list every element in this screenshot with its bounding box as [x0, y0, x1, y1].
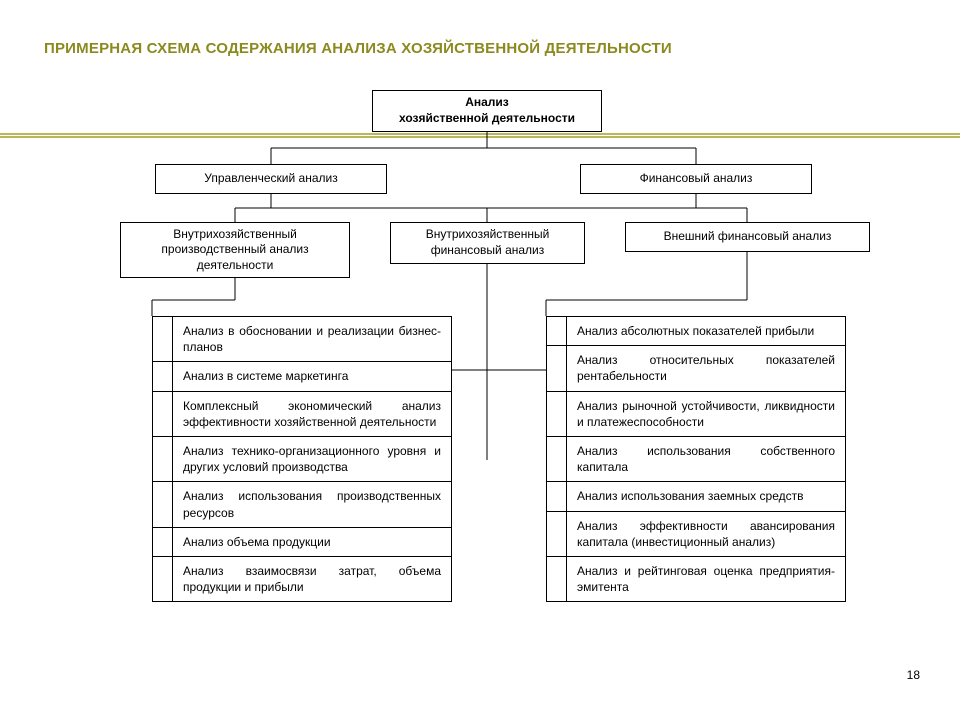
- prod-stub: [152, 528, 172, 557]
- node-internal-production: Внутрихозяйственный производственный ана…: [120, 222, 350, 278]
- fin-cell: Анализ эффективности авансирования капит…: [566, 512, 846, 557]
- prod-row: Анализ технико-организационного уровня и…: [152, 437, 452, 482]
- fin-stub: [546, 392, 566, 437]
- prod-stub: [152, 437, 172, 482]
- prod-cell: Анализ в системе маркетинга: [172, 362, 452, 391]
- prod-stub: [152, 316, 172, 362]
- prod-stub: [152, 557, 172, 602]
- prod-cell: Анализ объема продукции: [172, 528, 452, 557]
- prod-row: Анализ в системе маркетинга: [152, 362, 452, 391]
- column-production-analysis: Анализ в обосновании и реализации бизнес…: [152, 316, 452, 602]
- node-financial-analysis: Финансовый анализ: [580, 164, 812, 194]
- prod-cell: Анализ технико-организационного уровня и…: [172, 437, 452, 482]
- fin-row: Анализ абсолютных показателей прибыли: [546, 316, 846, 346]
- accent-rule-2: [0, 136, 960, 138]
- node-management-analysis: Управленческий анализ: [155, 164, 387, 194]
- fin-cell: Анализ использования заемных средств: [566, 482, 846, 511]
- prod-row: Комплексный экономический анализ эффекти…: [152, 392, 452, 437]
- page-number: 18: [907, 668, 920, 682]
- fin-row: Анализ относительных показателей рентабе…: [546, 346, 846, 391]
- prod-cell: Комплексный экономический анализ эффекти…: [172, 392, 452, 437]
- fin-cell: Анализ относительных показателей рентабе…: [566, 346, 846, 391]
- fin-row: Анализ использования заемных средств: [546, 482, 846, 511]
- node-external-financial: Внешний финансовый анализ: [625, 222, 870, 252]
- prod-stub: [152, 482, 172, 527]
- fin-row: Анализ и рейтинговая оценка предприятия-…: [546, 557, 846, 602]
- column-financial-analysis: Анализ абсолютных показателей прибылиАна…: [546, 316, 846, 602]
- fin-stub: [546, 346, 566, 391]
- accent-rule-1: [0, 133, 960, 135]
- fin-row: Анализ эффективности авансирования капит…: [546, 512, 846, 557]
- page-title: ПРИМЕРНАЯ СХЕМА СОДЕРЖАНИЯ АНАЛИЗА ХОЗЯЙ…: [44, 40, 672, 57]
- prod-stub: [152, 392, 172, 437]
- fin-stub: [546, 512, 566, 557]
- fin-stub: [546, 557, 566, 602]
- prod-row: Анализ объема продукции: [152, 528, 452, 557]
- fin-stub: [546, 437, 566, 482]
- prod-cell: Анализ использования производственных ре…: [172, 482, 452, 527]
- fin-cell: Анализ и рейтинговая оценка предприятия-…: [566, 557, 846, 602]
- prod-row: Анализ в обосновании и реализации бизнес…: [152, 316, 452, 362]
- fin-cell: Анализ использования собственного капита…: [566, 437, 846, 482]
- fin-cell: Анализ абсолютных показателей прибыли: [566, 316, 846, 346]
- node-internal-financial: Внутрихозяйственный финансовый анализ: [390, 222, 585, 264]
- fin-stub: [546, 316, 566, 346]
- fin-row: Анализ использования собственного капита…: [546, 437, 846, 482]
- fin-stub: [546, 482, 566, 511]
- prod-row: Анализ взаимосвязи затрат, объема продук…: [152, 557, 452, 602]
- prod-row: Анализ использования производственных ре…: [152, 482, 452, 527]
- fin-row: Анализ рыночной устойчивости, ликвидност…: [546, 392, 846, 437]
- prod-cell: Анализ в обосновании и реализации бизнес…: [172, 316, 452, 362]
- prod-stub: [152, 362, 172, 391]
- prod-cell: Анализ взаимосвязи затрат, объема продук…: [172, 557, 452, 602]
- node-root: Анализ хозяйственной деятельности: [372, 90, 602, 132]
- fin-cell: Анализ рыночной устойчивости, ликвидност…: [566, 392, 846, 437]
